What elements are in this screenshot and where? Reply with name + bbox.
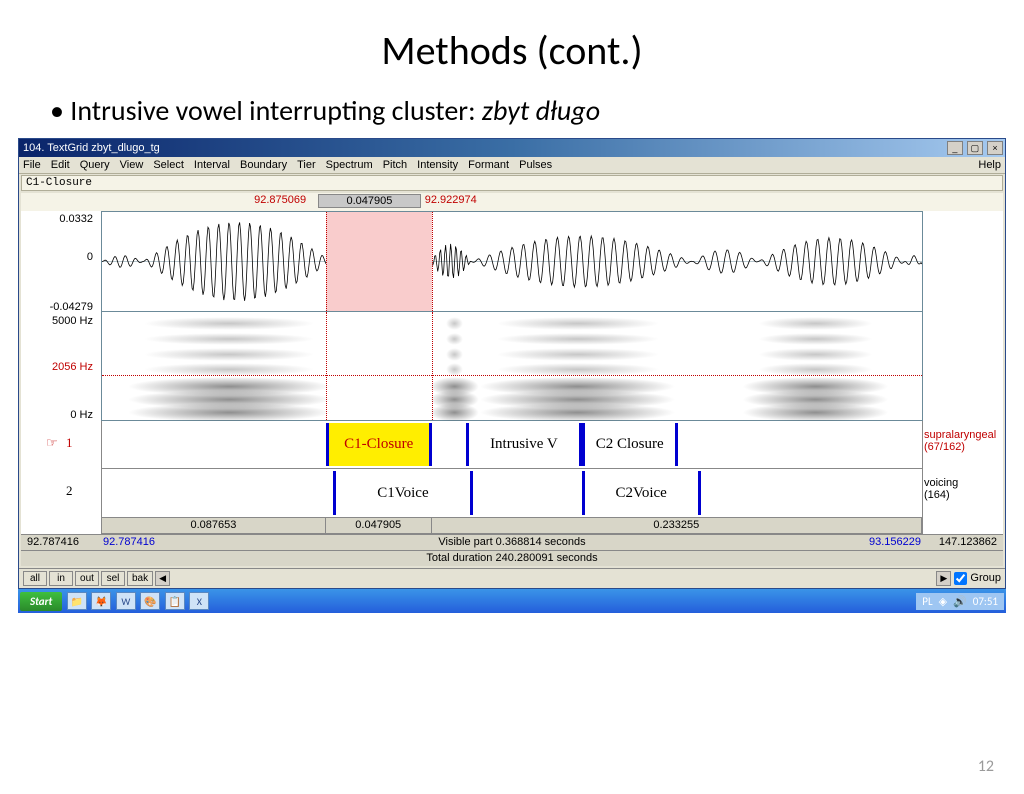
- interval[interactable]: C1-Closure: [326, 423, 432, 466]
- tier-1[interactable]: ☞ 1 supralaryngeal (67/162) C1-ClosureIn…: [102, 421, 922, 469]
- slide-page-number: 12: [978, 757, 994, 776]
- tray-vol-icon[interactable]: 🔊: [953, 595, 967, 608]
- time-segment-dur: 0.047905: [318, 194, 421, 208]
- in-button[interactable]: in: [49, 571, 73, 586]
- all-button[interactable]: all: [23, 571, 47, 586]
- spectro-ymin: 0 Hz: [21, 409, 93, 421]
- menu-boundary[interactable]: Boundary: [240, 159, 287, 171]
- start-button[interactable]: Start: [20, 592, 62, 611]
- edge-right-outer: 147.123862: [939, 535, 997, 550]
- spectrogram-pane[interactable]: [102, 312, 922, 420]
- menu-pulses[interactable]: Pulses: [519, 159, 552, 171]
- menu-query[interactable]: Query: [80, 159, 110, 171]
- edge-right-inner: 93.156229: [869, 535, 921, 550]
- total-duration-text: Total duration 240.280091 seconds: [426, 552, 597, 564]
- taskbar-left: Start 📁 🦊 W 🎨 📋 X: [20, 592, 209, 610]
- tier-1-num: 1: [66, 435, 73, 451]
- menu-tier[interactable]: Tier: [297, 159, 316, 171]
- waveform-ymax: 0.0332: [21, 213, 93, 225]
- time-marks: 92.875069 0.047905 92.922974: [21, 193, 1003, 211]
- textgrid-tiers[interactable]: ☞ 1 supralaryngeal (67/162) C1-ClosureIn…: [101, 421, 923, 518]
- interval[interactable]: C1Voice: [333, 471, 472, 515]
- control-right: ▶ Group: [936, 571, 1001, 586]
- waveform-yzero: 0: [21, 251, 93, 263]
- taskbar-app-icon[interactable]: 📋: [165, 592, 185, 610]
- tier-1-name: supralaryngeal (67/162): [924, 429, 998, 453]
- interval[interactable]: C2 Closure: [582, 423, 678, 466]
- bak-button[interactable]: bak: [127, 571, 153, 586]
- out-button[interactable]: out: [75, 571, 99, 586]
- tray-clock[interactable]: 07:51: [973, 595, 998, 608]
- menu-bar: File Edit Query View Select Interval Boundary T…: [19, 157, 1005, 174]
- minimize-button[interactable]: _: [947, 141, 963, 155]
- time-left-red: 92.875069: [254, 194, 306, 206]
- group-label: Group: [970, 572, 1001, 584]
- visible-part-text: Visible part 0.368814 seconds: [438, 536, 585, 548]
- menu-interval[interactable]: Interval: [194, 159, 230, 171]
- bullet-prefix: Intrusive vowel interrupting cluster:: [70, 93, 482, 128]
- cursor-left: [326, 212, 327, 311]
- taskbar-app-icon[interactable]: X: [189, 592, 209, 610]
- spectro-ymax: 5000 Hz: [21, 315, 93, 327]
- taskbar-app-icon[interactable]: 🎨: [140, 592, 160, 610]
- duration-span[interactable]: 0.233255: [432, 518, 922, 533]
- menu-help[interactable]: Help: [978, 159, 1001, 171]
- menu-items: File Edit Query View Select Interval Boundary T…: [23, 159, 552, 171]
- menu-formant[interactable]: Formant: [468, 159, 509, 171]
- menu-select[interactable]: Select: [153, 159, 184, 171]
- cursor-right: [432, 212, 433, 311]
- system-tray: PL ◈ 🔊 07:51: [916, 593, 1004, 610]
- group-checkbox[interactable]: [954, 572, 967, 585]
- edge-left-outer: 92.787416: [27, 535, 79, 550]
- waveform-selection: [326, 212, 432, 311]
- window-buttons: _ ▢ ×: [946, 141, 1003, 155]
- waveform-pane[interactable]: [102, 212, 922, 312]
- tier-2[interactable]: 2 voicing (164) C1VoiceC2Voice: [102, 469, 922, 517]
- bullet-italic: zbyt długo: [482, 93, 600, 128]
- spectro-cursor-freq: 2056 Hz: [21, 361, 93, 373]
- menu-spectrum[interactable]: Spectrum: [326, 159, 373, 171]
- interval[interactable]: Intrusive V: [466, 423, 582, 466]
- menu-edit[interactable]: Edit: [51, 159, 70, 171]
- taskbar-app-icon[interactable]: W: [116, 592, 136, 610]
- taskbar-app-icon[interactable]: 📁: [67, 592, 87, 610]
- tray-lang[interactable]: PL: [922, 595, 932, 608]
- visible-part-row[interactable]: 92.787416 92.787416 Visible part 0.36881…: [21, 534, 1003, 550]
- analysis-area: 92.875069 0.047905 92.922974 0.0332 0 -0…: [21, 193, 1003, 566]
- praat-window: 104. TextGrid zbyt_dlugo_tg _ ▢ × File Ed…: [18, 138, 1006, 589]
- tray-net-icon[interactable]: ◈: [939, 595, 947, 608]
- info-bars: 92.787416 92.787416 Visible part 0.36881…: [21, 534, 1003, 566]
- menu-pitch[interactable]: Pitch: [383, 159, 407, 171]
- window-title-text: 104. TextGrid zbyt_dlugo_tg: [23, 142, 160, 154]
- control-buttons: allinoutselbak◀: [23, 571, 170, 586]
- window-titlebar: 104. TextGrid zbyt_dlugo_tg _ ▢ ×: [19, 139, 1005, 157]
- bullet-item: Intrusive vowel interrupting cluster: zb…: [50, 93, 1024, 128]
- edge-left-inner: 92.787416: [103, 535, 155, 550]
- control-bar: allinoutselbak◀ ▶ Group: [19, 568, 1005, 588]
- menu-view[interactable]: View: [120, 159, 144, 171]
- waveform-svg: [102, 212, 922, 311]
- tier-pointer-icon: ☞: [46, 435, 58, 451]
- menu-file[interactable]: File: [23, 159, 41, 171]
- slide-title: Methods (cont.): [0, 26, 1024, 75]
- total-duration-row[interactable]: Total duration 240.280091 seconds: [21, 550, 1003, 566]
- scroll-left-icon[interactable]: ◀: [155, 571, 170, 586]
- maximize-button[interactable]: ▢: [967, 141, 983, 155]
- selection-label-row: C1-Closure: [21, 175, 1003, 191]
- interval[interactable]: C2Voice: [582, 471, 701, 515]
- signal-panes[interactable]: [101, 211, 923, 421]
- taskbar-app-icon[interactable]: 🦊: [91, 592, 111, 610]
- duration-span[interactable]: 0.047905: [326, 518, 432, 533]
- close-button[interactable]: ×: [987, 141, 1003, 155]
- waveform-ymin: -0.04279: [21, 301, 93, 313]
- scroll-right-icon[interactable]: ▶: [936, 571, 951, 586]
- duration-bar[interactable]: 0.0876530.0479050.233255: [101, 518, 923, 534]
- tier-2-name: voicing (164): [924, 477, 998, 501]
- time-right-red: 92.922974: [425, 194, 477, 206]
- menu-intensity[interactable]: Intensity: [417, 159, 458, 171]
- tier-2-num: 2: [66, 483, 73, 499]
- duration-span[interactable]: 0.087653: [102, 518, 326, 533]
- windows-taskbar: Start 📁 🦊 W 🎨 📋 X PL ◈ 🔊 07:51: [18, 589, 1006, 613]
- sel-button[interactable]: sel: [101, 571, 125, 586]
